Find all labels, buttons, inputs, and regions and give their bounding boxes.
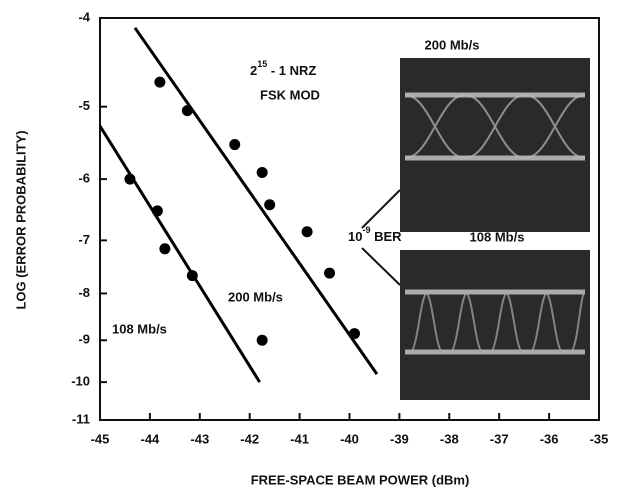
ber-base: 10	[348, 229, 362, 244]
chart: FREE-SPACE BEAM POWER (dBm) LOG (ERROR P…	[0, 0, 629, 493]
series-label: 200 Mb/s	[228, 289, 283, 304]
eye-top-label: 200 Mb/s	[425, 37, 480, 52]
y-tick-label: -11	[72, 411, 90, 426]
ber-exponent: -9	[362, 225, 370, 235]
ber-label: 10-9 BER	[348, 225, 402, 244]
ber-rest: BER	[370, 229, 402, 244]
data-point	[257, 335, 268, 346]
x-axis-label: FREE-SPACE BEAM POWER (dBm)	[251, 472, 470, 487]
data-point	[187, 270, 198, 281]
data-point	[152, 205, 163, 216]
data-point	[257, 167, 268, 178]
data-point	[124, 174, 135, 185]
code-base: 2	[250, 63, 257, 78]
y-tick-label: -6	[78, 171, 90, 186]
data-point	[349, 328, 360, 339]
y-tick-label: -10	[71, 374, 90, 389]
x-tick-label: -36	[540, 431, 559, 446]
series-label: 108 Mb/s	[112, 321, 167, 336]
data-point	[324, 268, 335, 279]
x-tick-label: -43	[190, 431, 209, 446]
x-tick-label: -42	[240, 431, 259, 446]
code-rest: - 1 NRZ	[267, 63, 316, 78]
y-tick-label: -7	[78, 232, 90, 247]
x-tick-label: -39	[390, 431, 409, 446]
fit-line	[100, 126, 260, 382]
data-point	[302, 226, 313, 237]
x-tick-label: -35	[590, 431, 609, 446]
y-axis-label: LOG (ERROR PROBABILITY)	[13, 130, 28, 309]
x-tick-label: -41	[290, 431, 309, 446]
page: FREE-SPACE BEAM POWER (dBm) LOG (ERROR P…	[0, 0, 629, 493]
code-exponent: 15	[257, 59, 267, 69]
x-tick-label: -40	[340, 431, 359, 446]
eye-bottom-label: 108 Mb/s	[470, 229, 525, 244]
y-tick-label: -8	[78, 285, 90, 300]
x-tick-label: -44	[141, 431, 161, 446]
y-tick-label: -5	[78, 98, 90, 113]
code-label: 215 - 1 NRZ	[250, 59, 316, 78]
x-tick-label: -45	[91, 431, 110, 446]
x-tick-label: -38	[440, 431, 459, 446]
eye-diagram-bottom	[400, 250, 590, 400]
fit-line	[135, 28, 377, 374]
data-point	[159, 243, 170, 254]
y-tick-label: -9	[78, 332, 90, 347]
eye-diagram-top	[400, 58, 590, 232]
x-tick-label: -37	[490, 431, 509, 446]
modulation-label: FSK MOD	[260, 87, 320, 102]
data-point	[182, 105, 193, 116]
y-tick-label: -4	[78, 9, 90, 24]
data-point	[154, 77, 165, 88]
data-point	[229, 139, 240, 150]
data-point	[264, 199, 275, 210]
